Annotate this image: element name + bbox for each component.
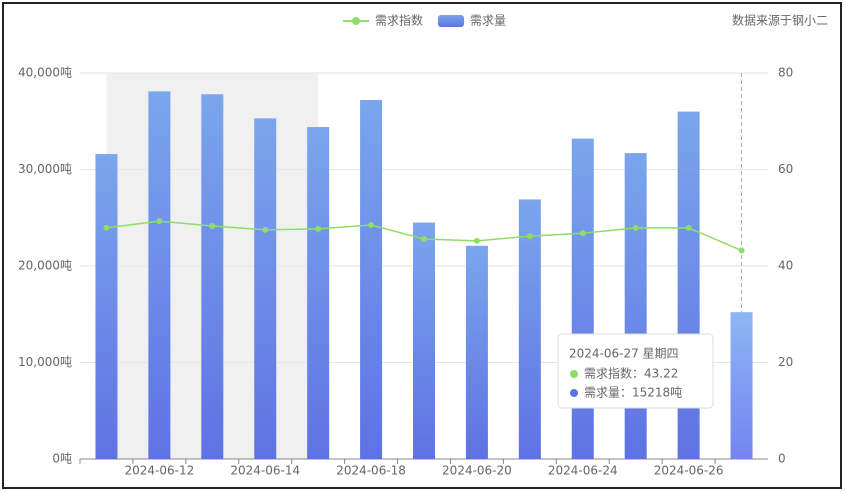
x-tick-label: 2024-06-14 (230, 464, 300, 478)
tooltip (557, 333, 714, 409)
legend-dot (352, 17, 360, 25)
tooltip-item: 需求指数：43.22 (584, 366, 678, 381)
x-tick-label: 2024-06-24 (548, 464, 618, 478)
tooltip-title: 2024-06-27 星期四 (569, 347, 679, 361)
line-point (262, 226, 269, 233)
bar (360, 100, 383, 460)
x-tick-label: 2024-06-18 (336, 464, 406, 478)
bar (307, 127, 330, 459)
y-tick-label: 20,000吨 (18, 259, 72, 273)
x-tick-label: 2024-06-26 (654, 464, 724, 478)
line-point (103, 224, 110, 231)
legend-swatch (438, 15, 464, 27)
legend-label: 需求指数 (375, 13, 423, 28)
bar (148, 91, 171, 460)
line-point (579, 230, 586, 237)
line-point (473, 237, 480, 244)
line-point (156, 218, 163, 225)
y-tick-label: 10,000吨 (18, 355, 72, 369)
line-point (685, 224, 692, 231)
line-point (209, 222, 216, 229)
y-tick-label: 30,000吨 (18, 162, 72, 176)
source-note: 数据来源于钢小二 (732, 13, 828, 28)
bar (465, 245, 488, 459)
tooltip-dot (570, 370, 578, 378)
y2-tick-label: 20 (778, 355, 793, 369)
legend-label: 需求量 (470, 14, 506, 28)
y-tick-label: 40,000吨 (18, 66, 72, 80)
line-point (315, 225, 322, 232)
bar (413, 222, 435, 459)
tooltip-dot (570, 389, 578, 397)
line-point (632, 224, 639, 231)
line-point (526, 233, 533, 240)
line-point (421, 235, 427, 242)
bar (730, 312, 753, 459)
bar (254, 118, 277, 459)
x-tick-label: 2024-06-12 (125, 464, 195, 478)
line-point (368, 221, 375, 228)
bar (201, 94, 224, 459)
y2-tick-label: 0 (778, 452, 786, 466)
x-tick-label: 2024-06-20 (442, 464, 512, 478)
bar (95, 154, 118, 459)
y2-tick-label: 80 (778, 66, 793, 80)
y2-tick-label: 60 (778, 162, 793, 176)
tooltip-item: 需求量：15218吨 (584, 386, 682, 400)
bar (518, 199, 541, 460)
line-point (738, 247, 745, 254)
y-tick-label: 0吨 (52, 452, 72, 466)
y2-tick-label: 40 (778, 259, 793, 273)
bar (624, 153, 647, 459)
bar (571, 138, 594, 459)
